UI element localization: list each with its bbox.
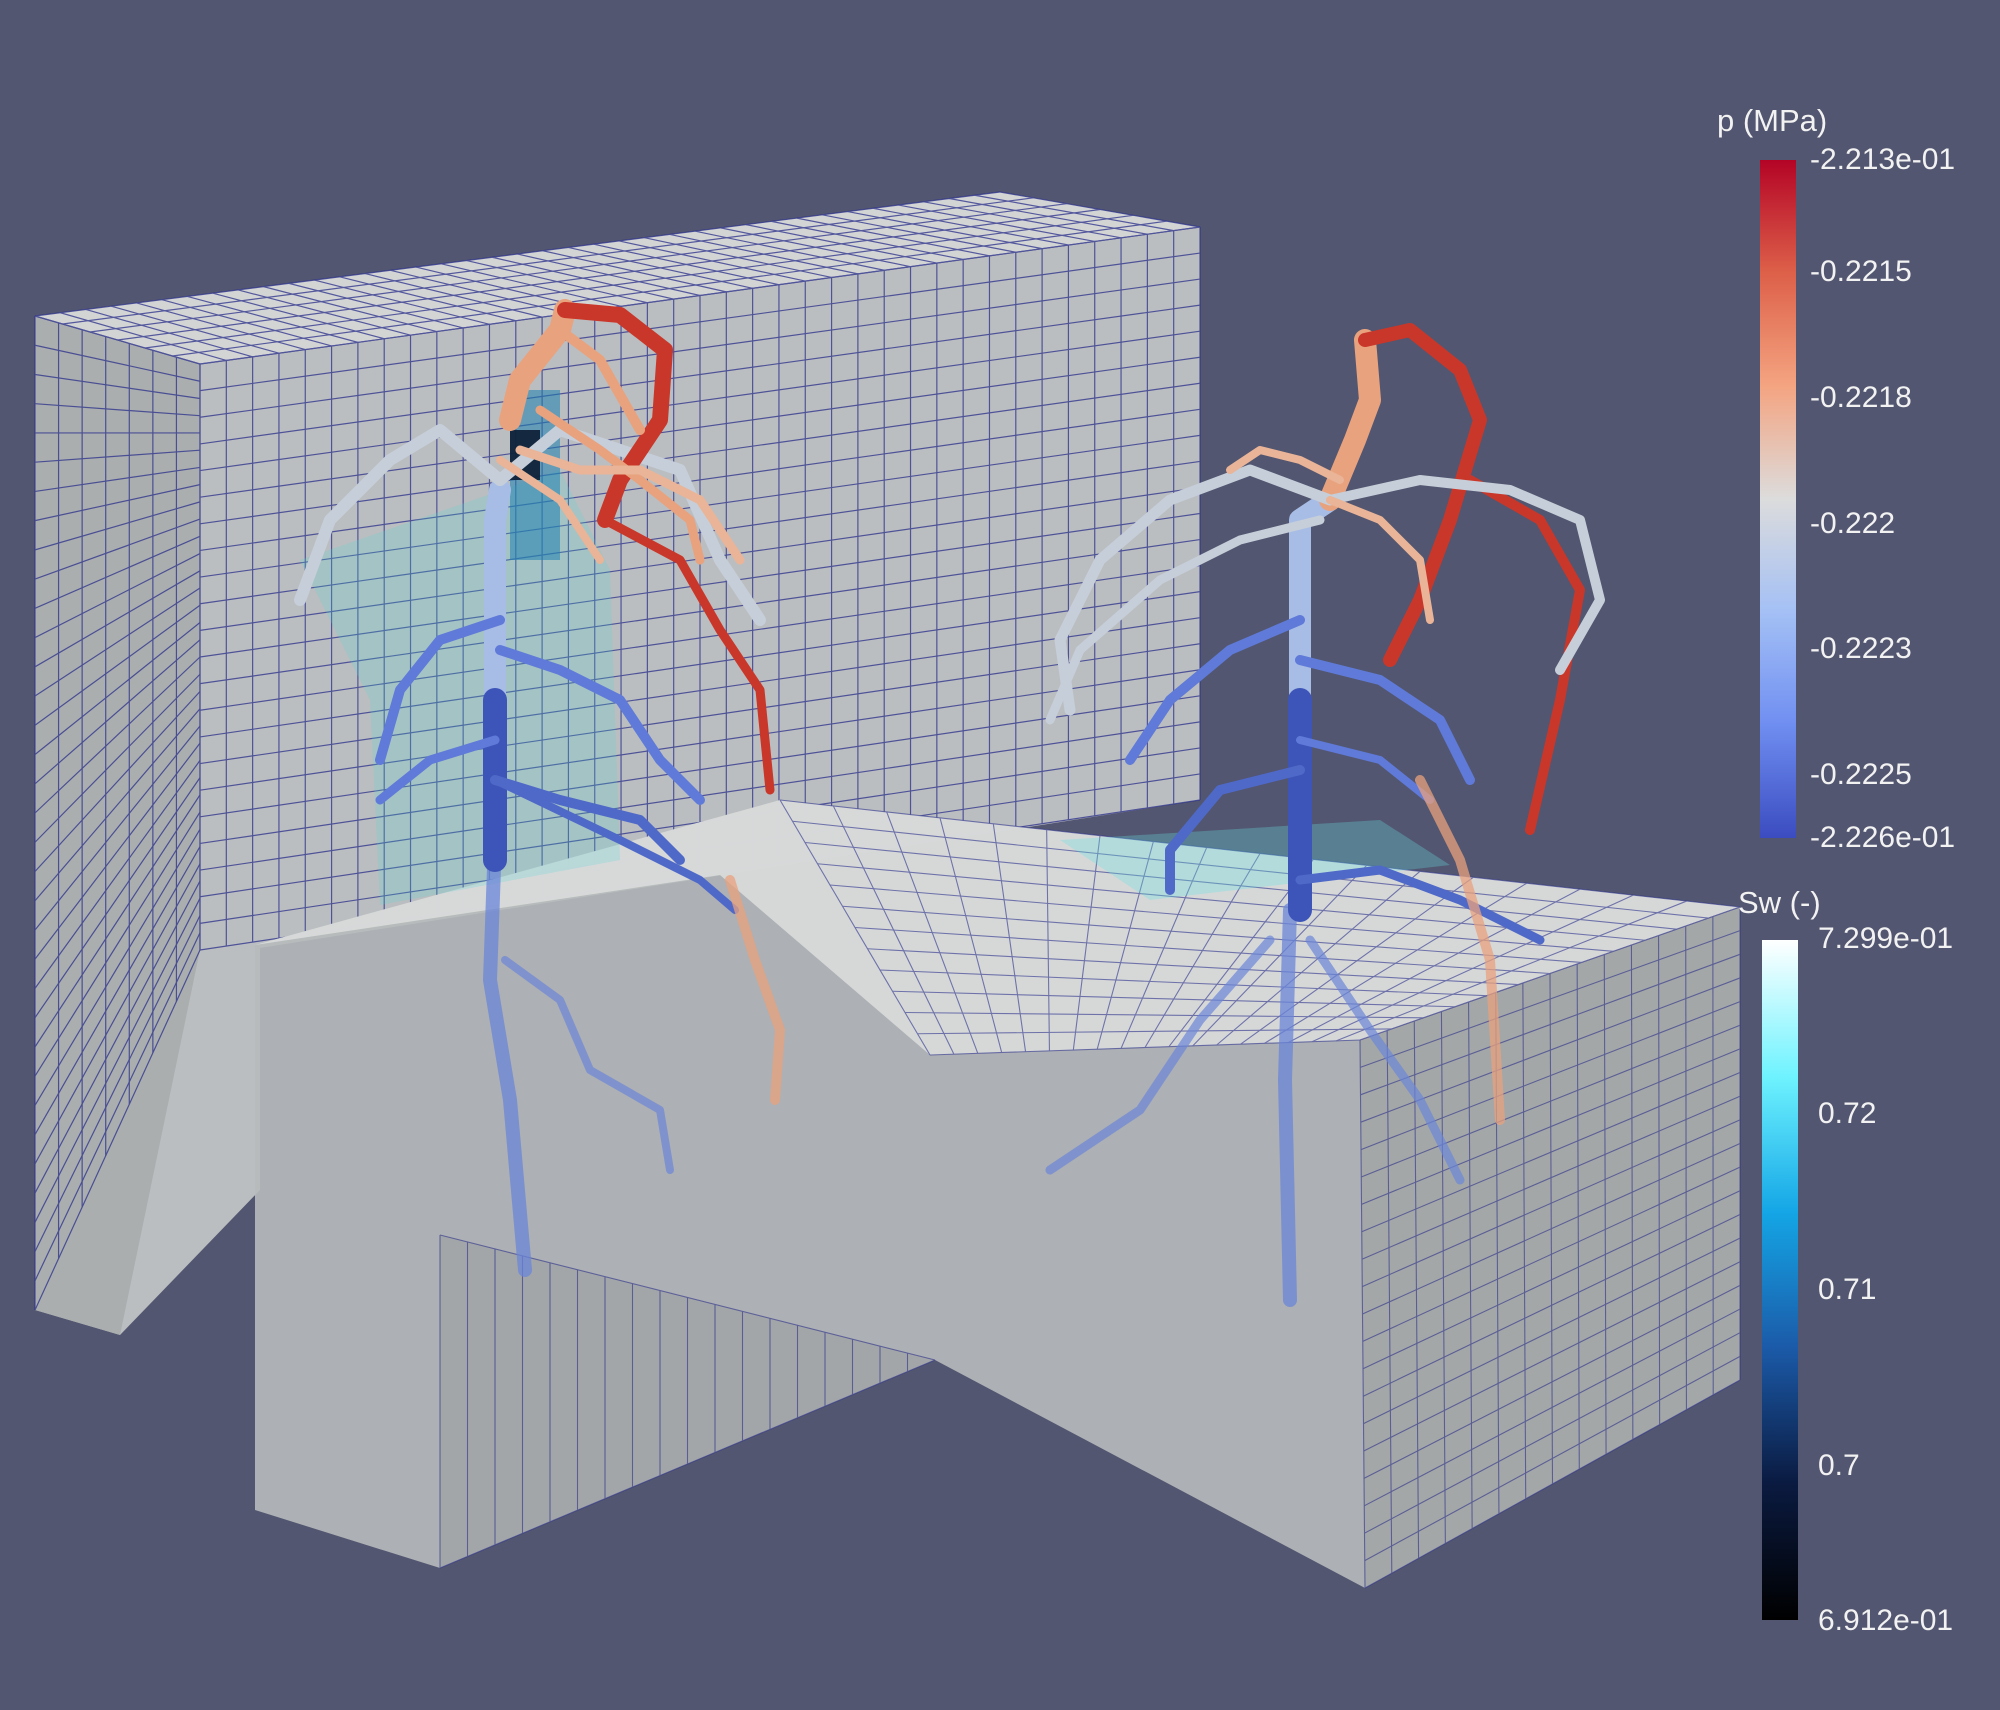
saturation-tick: 7.299e-01 — [1818, 922, 1954, 955]
root-system-left — [294, 299, 785, 1277]
saturation-colorbar — [1762, 940, 1798, 1620]
saturation-tick: 0.7 — [1818, 1449, 1860, 1482]
saturation-legend-title: Sw (-) — [1738, 885, 1821, 920]
soil-block-back — [34, 191, 1201, 1335]
saturation-tick: 0.71 — [1818, 1273, 1877, 1306]
pressure-legend-title: p (MPa) — [1717, 103, 1828, 138]
pressure-tick: -0.222 — [1810, 507, 1896, 540]
root-system-right — [1045, 323, 1605, 1307]
pressure-tick: -0.2223 — [1810, 632, 1912, 665]
pressure-tick: -0.2225 — [1810, 758, 1912, 791]
pressure-tick: -2.213e-01 — [1810, 143, 1956, 176]
pressure-tick: -0.2215 — [1810, 255, 1912, 288]
saturation-tick: 6.912e-01 — [1818, 1604, 1954, 1637]
saturation-tick: 0.72 — [1818, 1097, 1877, 1130]
pressure-tick: -0.2218 — [1810, 381, 1912, 414]
pressure-colorbar — [1760, 160, 1796, 838]
soil-block-front — [255, 799, 1741, 1589]
pressure-tick: -2.226e-01 — [1810, 821, 1956, 854]
